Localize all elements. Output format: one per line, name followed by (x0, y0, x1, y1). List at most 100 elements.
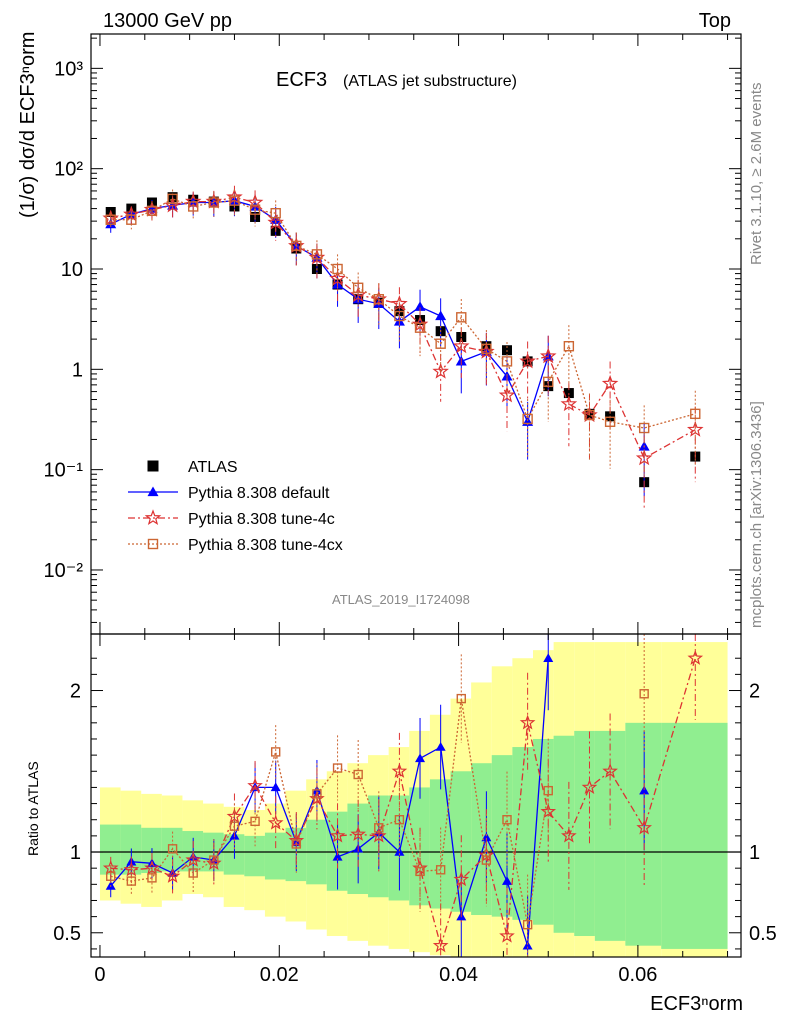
data-point (435, 310, 447, 321)
series-pythia-8-308-tune-4cx (105, 189, 701, 478)
x-tick-label: 0.04 (439, 964, 478, 986)
ratio-point (391, 763, 408, 778)
ratio-point (435, 865, 446, 875)
legend-item: ATLAS (147, 459, 238, 476)
data-point (373, 293, 384, 305)
data-point (584, 409, 595, 421)
legend-marker (147, 460, 159, 472)
main-y-tick-label: 10² (54, 159, 83, 181)
series-atlas (105, 192, 701, 488)
ratio-ylabel: Ratio to ATLAS (25, 761, 41, 856)
ratio-point (270, 782, 281, 792)
series-pythia-8-308-default (105, 189, 650, 497)
ratio-band-green-bin (512, 747, 533, 920)
data-point (498, 386, 516, 403)
ratio-point (639, 689, 649, 699)
ratio-point (435, 742, 446, 751)
data-point (501, 356, 513, 367)
data-point (126, 214, 137, 225)
main-y-tick-label: 10 (61, 259, 83, 281)
data-point (105, 218, 117, 229)
ratio-point (602, 763, 618, 778)
data-point (329, 270, 346, 286)
data-point (249, 204, 261, 215)
ratio-point (687, 650, 704, 665)
ratio-point (522, 940, 533, 950)
ratio-point (353, 769, 363, 780)
data-point (543, 376, 554, 388)
ratio-point (499, 927, 515, 943)
legend-item: Pythia 8.308 tune-4cx (128, 537, 343, 554)
main-y-tick-label: 10⁻² (44, 560, 84, 582)
main-y-tick-label: 1 (72, 359, 83, 381)
data-point (414, 301, 426, 311)
data-point (332, 263, 343, 275)
x-axis-label: ECF3ⁿorm (650, 993, 743, 1015)
ratio-frame (90, 633, 742, 958)
ratio-point (502, 876, 512, 885)
ratio-point (522, 920, 533, 930)
ratio-point (432, 937, 449, 953)
main-ylabel: (1/σ) dσ/d ECF3ⁿorm (17, 32, 39, 218)
main-y-tick-label: 10⁻¹ (44, 460, 84, 482)
ratio-point (332, 763, 343, 773)
legend-label: Pythia 8.308 tune-4c (188, 511, 335, 528)
data-point (226, 188, 243, 205)
ratio-point (270, 747, 281, 757)
ratio-point (126, 876, 137, 886)
ratio-point (453, 871, 470, 887)
ratio-point (415, 753, 426, 763)
data-point (146, 205, 158, 217)
ratio-point (481, 832, 492, 842)
ratio-point (581, 779, 598, 795)
ratio-point (229, 821, 240, 831)
ratio-point (167, 844, 178, 854)
data-point (635, 449, 653, 466)
data-point (208, 197, 220, 208)
ratio-point (267, 814, 284, 830)
ratio-series-line (110, 658, 549, 946)
ratio-band-green-bin (574, 730, 595, 937)
ratio-point (291, 839, 302, 849)
ratio-point (540, 803, 557, 819)
ratio-band-green-bin (661, 722, 728, 949)
ratio-point (329, 827, 346, 843)
rivet-label: Rivet 3.1.10, ≥ 2.6M events (748, 83, 765, 266)
ratio-y-tick-label: 2 (70, 681, 81, 703)
data-point (563, 388, 574, 399)
data-point (560, 395, 578, 412)
x-tick-label: 0.06 (618, 964, 657, 986)
ratio-point (370, 827, 387, 843)
ratio-point (226, 808, 243, 824)
ratio-point (147, 873, 157, 883)
ratio-band-green-bin (491, 755, 513, 917)
ratio-y-tick-label: 0.5 (53, 923, 81, 945)
ratio-series-pythia-8-308-tune-4cx (106, 634, 649, 957)
data-point (291, 240, 302, 252)
data-point (638, 422, 650, 434)
data-point (188, 201, 199, 212)
series-line (110, 200, 549, 424)
ratio-point (561, 827, 577, 843)
ratio-y-tick-label-right: 2 (749, 681, 760, 703)
ratio-point (332, 851, 343, 861)
data-point (311, 249, 323, 260)
ratio-band-green-bin (99, 824, 121, 875)
data-point (270, 214, 282, 224)
ratio-point (636, 819, 652, 835)
data-point (270, 207, 281, 219)
data-point (481, 343, 492, 355)
ratio-point (106, 871, 116, 881)
data-point (604, 416, 616, 427)
header-left: 13000 GeV pp (103, 10, 232, 32)
legend-label: ATLAS (188, 459, 238, 476)
ratio-point (394, 815, 405, 825)
data-point (690, 408, 701, 420)
data-point (522, 413, 533, 425)
data-point (519, 352, 536, 369)
data-point (432, 362, 449, 379)
analysis-label: ATLAS_2019_I1724098 (332, 592, 470, 607)
ratio-point (291, 837, 302, 847)
ratio-point (519, 714, 536, 730)
